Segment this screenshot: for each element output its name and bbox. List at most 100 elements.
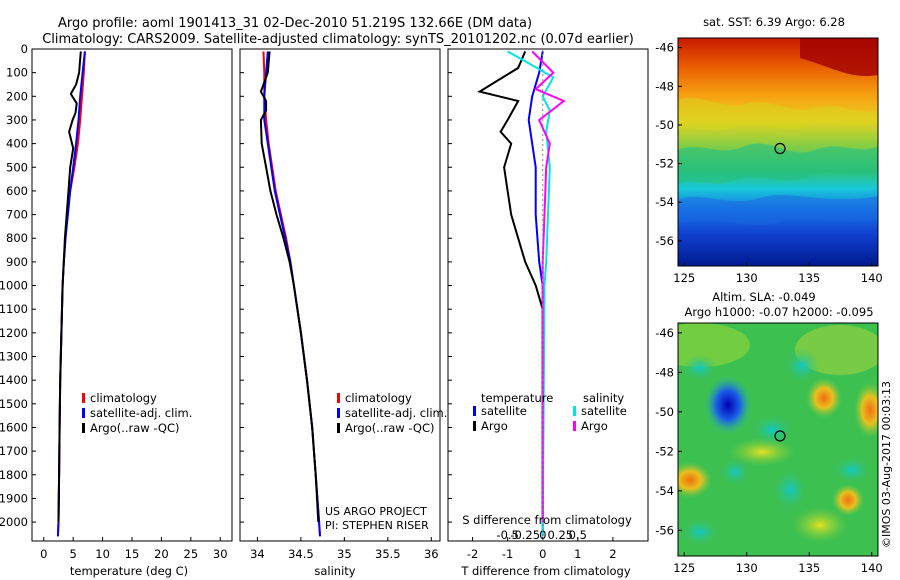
legend-swatch-sal-argo [573,421,576,431]
x-tick-label: 34.5 [288,547,314,561]
x-tick-label: 2 [609,547,616,561]
sst-map-image [678,38,878,266]
depth-tick-label: 1100 [0,302,28,316]
map-y-tick-label: -46 [655,41,674,55]
legend-label-satellite: satellite-adj. clim. [90,406,192,420]
salinity-legend: climatology satellite-adj. clim. Argo(..… [337,391,447,435]
map-x-tick-label: 140 [861,561,883,575]
depth-tick-label: 1500 [0,397,28,411]
project-name: US ARGO PROJECT [325,505,427,518]
depth-tick-label: 1800 [0,468,28,482]
depth-tick-label: 1200 [0,326,28,340]
depth-tick-label: 1700 [0,444,28,458]
map-x-tick-label: 125 [673,561,695,575]
legend-label-argo: Argo(..raw -QC) [345,421,435,435]
sla-map-frame [677,322,879,557]
depth-tick-label: 900 [6,255,28,269]
depth-tick-label: 1400 [0,373,28,387]
x-tick-label: 35 [337,547,352,561]
depth-tick-label: 200 [6,89,28,103]
sla-map-title-line1: Altim. SLA: -0.049 [712,290,816,304]
salinity-xlabel: salinity [314,564,355,578]
difference-plot: -2-1012-0.5-0.2500.250.5 [467,49,617,561]
series-line [57,51,82,523]
figure-title-line1: Argo profile: aoml 1901413_31 02-Dec-201… [58,16,532,31]
legend-swatch-argo [337,423,340,433]
top-x-tick-label: -0.25 [510,528,540,542]
series-line [259,51,320,523]
map-x-tick-label: 130 [736,271,758,285]
x-tick-label: 15 [125,547,140,561]
series-line [263,51,321,537]
legend-title-salinity: salinity [583,391,624,405]
map-y-tick-label: -48 [655,365,674,379]
sst-map-title: sat. SST: 6.39 Argo: 6.28 [703,15,845,29]
depth-tick-label: 800 [6,231,28,245]
map-x-tick-label: 130 [736,561,758,575]
temperature-plot: 0 5 10 15 20 25 30 [40,51,228,561]
difference-legend: temperature salinity satellite Argo sate… [473,391,627,433]
x-tick-label: 20 [154,547,169,561]
depth-tick-label: 300 [6,113,28,127]
x-tick-label: 10 [95,547,110,561]
depth-tick-label: 1000 [0,279,28,293]
map-x-tick-label: 125 [673,271,695,285]
legend-label-climatology: climatology [345,391,412,405]
figure-title-line2: Climatology: CARS2009. Satellite-adjuste… [42,32,634,47]
legend-swatch-temp-satellite [473,406,476,416]
legend-label-satellite: satellite-adj. clim. [345,406,447,420]
legend-label-temp-argo: Argo [481,419,508,433]
map-y-tick-label: -52 [655,157,674,171]
temperature-xlabel: temperature (deg C) [70,564,188,578]
depth-tick-label: 100 [6,66,28,80]
legend-label-argo: Argo(..raw -QC) [90,421,180,435]
legend-label-sal-argo: Argo [581,419,608,433]
depth-tick-label: 600 [6,184,28,198]
argo-location-marker [774,430,786,442]
legend-label-temp-satellite: satellite [481,404,527,418]
difference-panel-frame [447,48,649,542]
series-line [262,51,321,537]
top-x-tick-label: 0.25 [547,528,573,542]
legend-swatch-argo [82,423,85,433]
x-tick-label: -1 [502,547,513,561]
map-y-tick-label: -52 [655,444,674,458]
salinity-panel-frame [239,48,441,542]
x-tick-label: 36 [424,547,439,561]
map-y-tick-label: -50 [655,405,674,419]
imos-credit: ©IMOS 03-Aug-2017 00:03:13 [880,381,893,548]
sst-map-axes: 125 130 135 140 -46 -48 -50 -52 -54 -56 [655,41,883,285]
depth-tick-label: 0 [21,42,28,56]
map-x-tick-label: 135 [798,271,820,285]
legend-swatch-satellite [337,408,340,418]
sla-map-image [678,323,878,556]
argo-location-marker [774,142,786,155]
depth-tick-label: 1300 [0,350,28,364]
series-line [507,50,555,537]
depth-tick-label: 400 [6,137,28,151]
sla-map-title-line2: Argo h1000: -0.07 h2000: -0.095 [684,305,873,319]
legend-swatch-satellite [82,408,85,418]
map-y-tick-label: -46 [655,326,674,340]
depth-tick-label: 500 [6,160,28,174]
x-tick-label: 5 [70,547,77,561]
x-tick-label: 34 [250,547,265,561]
map-y-tick-label: -54 [655,195,674,209]
difference-xlabel-top: S difference from climatology [462,513,632,527]
depth-tick-label: 700 [6,208,28,222]
legend-swatch-climatology [82,393,85,403]
project-pi: PI: STEPHEN RISER [325,519,429,532]
map-x-tick-label: 135 [798,561,820,575]
legend-swatch-temp-argo [473,421,476,431]
difference-xlabel: T difference from climatology [460,564,631,578]
salinity-plot: 34 34.5 35 35.5 36 [250,51,439,561]
sst-map-frame [677,37,879,267]
map-y-tick-label: -54 [655,484,674,498]
x-tick-label: 1 [574,547,581,561]
temperature-legend: climatology satellite-adj. clim. Argo(..… [82,391,192,435]
top-x-tick-label: 0.5 [569,528,587,542]
top-x-tick-label: -0.5 [496,528,518,542]
map-y-tick-label: -56 [655,523,674,537]
map-y-tick-label: -50 [655,118,674,132]
